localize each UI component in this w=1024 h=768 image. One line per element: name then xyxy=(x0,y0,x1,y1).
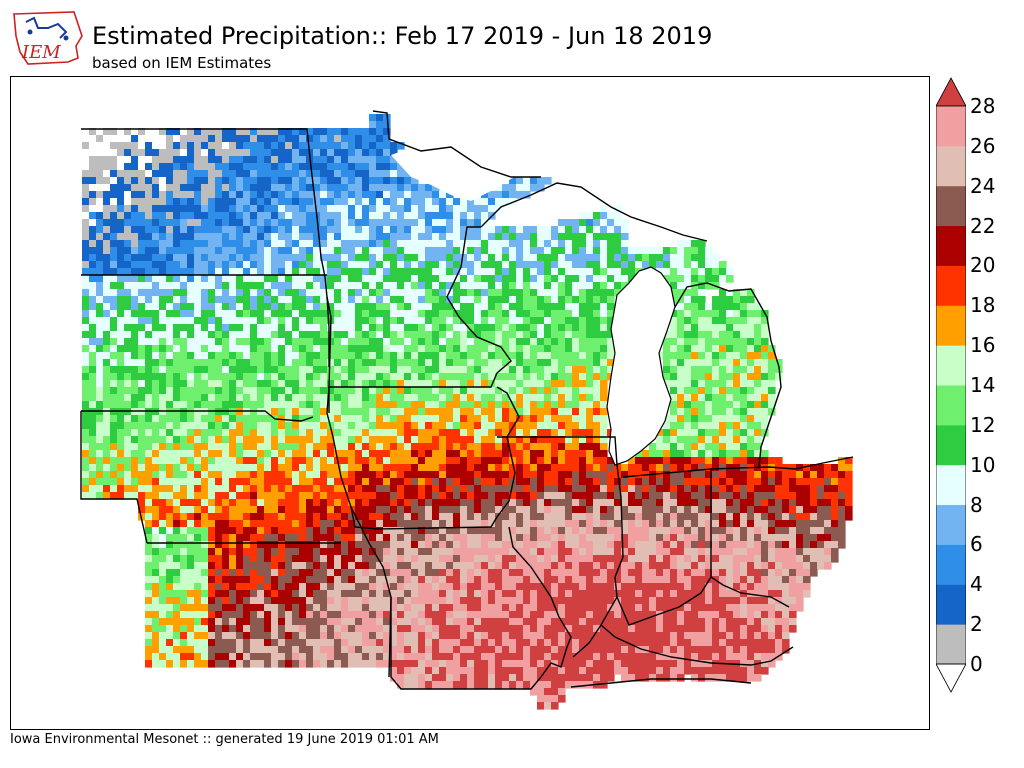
state-boundary-line xyxy=(710,576,790,608)
state-boundary-line xyxy=(497,436,624,658)
page-title: Estimated Precipitation:: Feb 17 2019 - … xyxy=(92,22,713,50)
state-boundary-line xyxy=(674,282,782,468)
colorbar-tick-label: 4 xyxy=(970,572,983,597)
colorbar-tick-label: 20 xyxy=(970,253,996,278)
colorbar xyxy=(935,76,967,696)
state-boundary-line xyxy=(390,526,572,690)
colorbar-swatch xyxy=(936,544,966,585)
colorbar-swatch xyxy=(936,584,966,625)
state-boundary-line xyxy=(326,386,520,530)
colorbar-tick-label: 18 xyxy=(970,293,996,318)
state-boundary-line xyxy=(570,678,752,688)
iem-logo: IEM xyxy=(8,6,88,68)
colorbar-swatch xyxy=(936,385,966,426)
colorbar-tick-label: 26 xyxy=(970,133,996,158)
colorbar-swatch xyxy=(936,464,966,506)
colorbar-tick-label: 16 xyxy=(970,333,996,358)
state-boundary-line xyxy=(81,410,314,422)
logo-text: IEM xyxy=(21,42,61,63)
lake-michigan xyxy=(606,266,676,466)
colorbar-tick-label: 28 xyxy=(970,94,996,118)
colorbar-swatch xyxy=(936,225,966,266)
state-boundary-line xyxy=(616,468,712,626)
state-boundary-line xyxy=(81,128,330,367)
state-boundary-line xyxy=(80,411,148,544)
page-subtitle: based on IEM Estimates xyxy=(92,54,272,72)
colorbar-over-arrow xyxy=(935,77,967,107)
colorbar-swatch xyxy=(936,185,966,227)
colorbar-tick-label: 2 xyxy=(970,612,983,637)
colorbar-tick-label: 6 xyxy=(970,532,983,557)
colorbar-swatch xyxy=(936,305,966,346)
colorbar-swatch xyxy=(936,106,966,147)
colorbar-under-arrow xyxy=(935,663,967,693)
precipitation-map xyxy=(10,76,930,730)
colorbar-tick-label: 12 xyxy=(970,412,996,437)
colorbar-swatch xyxy=(936,345,966,386)
colorbar-tick-label: 24 xyxy=(970,173,996,198)
colorbar-swatch xyxy=(936,504,966,545)
lake-superior xyxy=(391,129,631,209)
precip-grid xyxy=(82,114,853,710)
colorbar-tick-label: 14 xyxy=(970,373,996,397)
state-boundary-line xyxy=(600,624,794,666)
footer-credit: Iowa Environmental Mesonet :: generated … xyxy=(10,732,439,747)
state-boundary-line xyxy=(710,456,854,470)
state-boundary-line xyxy=(372,110,541,178)
state-boundary-line xyxy=(480,182,708,242)
colorbar-swatch xyxy=(936,265,966,306)
colorbar-swatch xyxy=(936,424,966,466)
state-boundaries xyxy=(80,110,854,690)
colorbar-swatch xyxy=(936,624,966,665)
colorbar-swatch xyxy=(936,145,966,187)
colorbar-tick-label: 22 xyxy=(970,213,996,238)
colorbar-tick-label: 0 xyxy=(970,652,983,676)
colorbar-tick-label: 8 xyxy=(970,492,983,517)
colorbar-tick-label: 10 xyxy=(970,452,996,477)
